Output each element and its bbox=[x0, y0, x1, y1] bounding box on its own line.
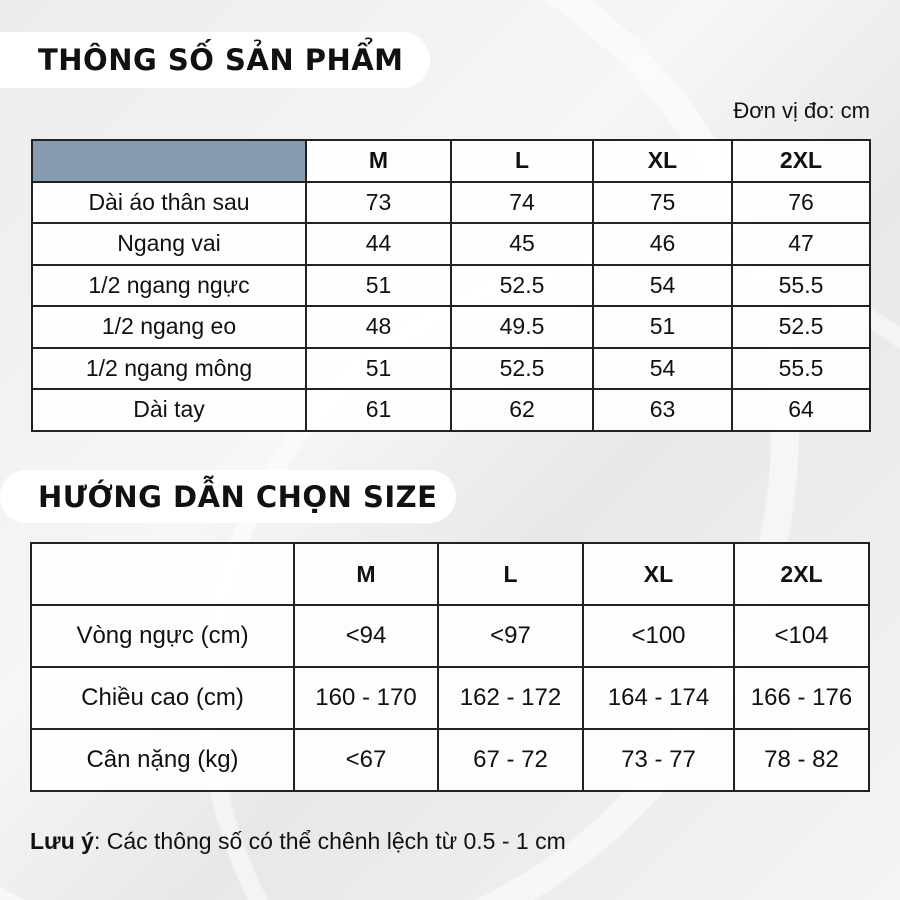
note: Lưu ý: Các thông số có thể chênh lệch từ… bbox=[30, 828, 566, 855]
table-cell: 51 bbox=[305, 263, 452, 307]
row-label: Dài áo thân sau bbox=[31, 180, 307, 224]
note-label: Lưu ý bbox=[30, 828, 94, 854]
table-cell: 74 bbox=[450, 180, 594, 224]
row-label: Ngang vai bbox=[31, 222, 307, 266]
row-label: Cân nặng (kg) bbox=[30, 728, 295, 792]
row-label: Chiều cao (cm) bbox=[30, 666, 295, 730]
table-cell: 52.5 bbox=[450, 263, 594, 307]
table-cell: 54 bbox=[592, 263, 733, 307]
table-cell: 73 bbox=[305, 180, 452, 224]
header-corner-cell bbox=[31, 139, 307, 183]
row-label: 1/2 ngang ngực bbox=[31, 263, 307, 307]
table-header-row: M L XL 2XL bbox=[31, 139, 871, 183]
table-cell: 162 - 172 bbox=[437, 666, 584, 730]
size-header: M bbox=[305, 139, 452, 183]
table-cell: <100 bbox=[582, 604, 735, 668]
table-cell: 64 bbox=[731, 388, 871, 432]
table-cell: 52.5 bbox=[450, 346, 594, 390]
table-cell: 44 bbox=[305, 222, 452, 266]
size-header: XL bbox=[582, 542, 735, 606]
size-header: L bbox=[437, 542, 584, 606]
table-cell: 164 - 174 bbox=[582, 666, 735, 730]
size-header: 2XL bbox=[733, 542, 870, 606]
table-row: 1/2 ngang eo 48 49.5 51 52.5 bbox=[31, 305, 871, 349]
table-cell: 61 bbox=[305, 388, 452, 432]
table-cell: 47 bbox=[731, 222, 871, 266]
row-label: 1/2 ngang eo bbox=[31, 305, 307, 349]
table-row: 1/2 ngang mông 51 52.5 54 55.5 bbox=[31, 346, 871, 390]
table-cell: 46 bbox=[592, 222, 733, 266]
row-label: 1/2 ngang mông bbox=[31, 346, 307, 390]
table-cell: 76 bbox=[731, 180, 871, 224]
table-row: Cân nặng (kg) <67 67 - 72 73 - 77 78 - 82 bbox=[30, 728, 870, 792]
table-cell: 55.5 bbox=[731, 263, 871, 307]
table-row: Chiều cao (cm) 160 - 170 162 - 172 164 - 17… bbox=[30, 666, 870, 730]
size-header: XL bbox=[592, 139, 733, 183]
specs-table: M L XL 2XL Dài áo thân sau 73 74 75 76 Ngang … bbox=[31, 139, 871, 432]
row-label: Dài tay bbox=[31, 388, 307, 432]
table-cell: 51 bbox=[305, 346, 452, 390]
size-guide-table: M L XL 2XL Vòng ngực (cm) <94 <97 <100 <104 C… bbox=[30, 542, 870, 792]
table-cell: <104 bbox=[733, 604, 870, 668]
table-cell: 45 bbox=[450, 222, 594, 266]
table-cell: 75 bbox=[592, 180, 733, 224]
table-cell: <94 bbox=[293, 604, 439, 668]
table-row: 1/2 ngang ngực 51 52.5 54 55.5 bbox=[31, 263, 871, 307]
table-cell: 166 - 176 bbox=[733, 666, 870, 730]
table-row: Dài áo thân sau 73 74 75 76 bbox=[31, 180, 871, 224]
table-cell: 78 - 82 bbox=[733, 728, 870, 792]
table-row: Ngang vai 44 45 46 47 bbox=[31, 222, 871, 266]
table-cell: 55.5 bbox=[731, 346, 871, 390]
table-cell: 52.5 bbox=[731, 305, 871, 349]
section-title-guide: HƯỚNG DẪN CHỌN SIZE bbox=[0, 470, 456, 523]
table-cell: 48 bbox=[305, 305, 452, 349]
table-cell: 51 bbox=[592, 305, 733, 349]
section-title-specs: THÔNG SỐ SẢN PHẨM bbox=[0, 32, 430, 88]
table-cell: 54 bbox=[592, 346, 733, 390]
table-cell: 49.5 bbox=[450, 305, 594, 349]
table-cell: 63 bbox=[592, 388, 733, 432]
header-corner-cell bbox=[30, 542, 295, 606]
table-cell: <97 bbox=[437, 604, 584, 668]
table-cell: 62 bbox=[450, 388, 594, 432]
table-cell: <67 bbox=[293, 728, 439, 792]
table-row: Vòng ngực (cm) <94 <97 <100 <104 bbox=[30, 604, 870, 668]
table-header-row: M L XL 2XL bbox=[30, 542, 870, 606]
size-header: L bbox=[450, 139, 594, 183]
table-cell: 160 - 170 bbox=[293, 666, 439, 730]
note-text: : Các thông số có thể chênh lệch từ 0.5 … bbox=[93, 828, 566, 854]
size-header: M bbox=[293, 542, 439, 606]
table-row: Dài tay 61 62 63 64 bbox=[31, 388, 871, 432]
table-cell: 67 - 72 bbox=[437, 728, 584, 792]
table-cell: 73 - 77 bbox=[582, 728, 735, 792]
size-header: 2XL bbox=[731, 139, 871, 183]
row-label: Vòng ngực (cm) bbox=[30, 604, 295, 668]
unit-label: Đơn vị đo: cm bbox=[733, 98, 870, 123]
